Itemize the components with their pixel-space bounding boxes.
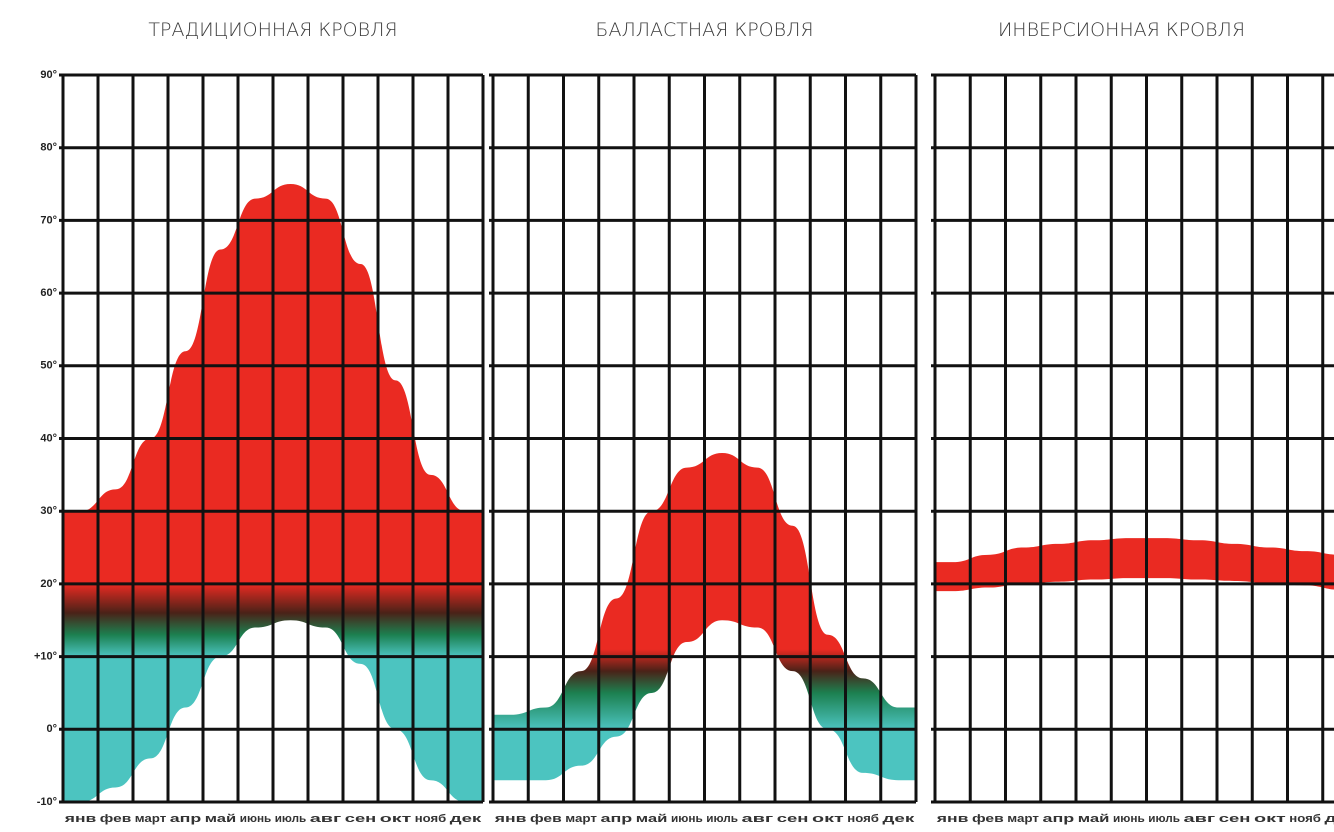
y-tick-label: 0° <box>46 723 57 735</box>
x-tick-label: апр <box>601 813 633 825</box>
x-tick-label: янв <box>495 813 527 825</box>
x-tick-label: окт <box>1254 813 1287 825</box>
x-tick-label: фев <box>100 813 132 825</box>
y-tick-label: 60° <box>40 287 57 299</box>
y-tick-label: 90° <box>40 69 57 81</box>
x-tick-label: июнь <box>1113 813 1145 825</box>
x-tick-label: дек <box>450 813 482 825</box>
x-tick-label: янв <box>65 813 97 825</box>
x-tick-label: май <box>1078 813 1110 825</box>
x-tick-label: июль <box>275 813 307 825</box>
x-tick-label: июль <box>706 813 738 825</box>
y-tick-label: 20° <box>40 578 57 590</box>
y-tick-label: 50° <box>40 360 57 372</box>
x-tick-label: март <box>135 813 167 825</box>
y-tick-label: 70° <box>40 214 57 226</box>
panel-title: ТРАДИЦИОННАЯ КРОВЛЯ <box>148 19 397 41</box>
y-tick-label: 40° <box>40 432 57 444</box>
x-tick-label: фев <box>972 813 1004 825</box>
x-tick-label: июль <box>1148 813 1180 825</box>
x-tick-label: март <box>1007 813 1039 825</box>
x-tick-label: май <box>205 813 237 825</box>
x-tick-label: дек <box>883 813 916 825</box>
x-tick-label: дек <box>1325 813 1334 825</box>
x-tick-label: нояб <box>1289 813 1321 825</box>
x-tick-label: июнь <box>240 813 272 825</box>
x-tick-label: март <box>565 813 597 825</box>
x-tick-label: авг <box>742 813 774 825</box>
y-tick-label: +10° <box>34 651 57 663</box>
x-tick-label: сен <box>777 813 809 825</box>
x-tick-label: авг <box>310 813 342 825</box>
y-tick-label: 30° <box>40 505 57 517</box>
x-tick-label: нояб <box>415 813 447 825</box>
panel-title: БАЛЛАСТНАЯ КРОВЛЯ <box>595 19 813 41</box>
x-tick-label: сен <box>345 813 377 825</box>
x-tick-label: окт <box>812 813 845 825</box>
y-tick-label: -10° <box>37 796 57 808</box>
range-band <box>935 538 1334 592</box>
x-tick-label: апр <box>1043 813 1075 825</box>
x-tick-label: июнь <box>671 813 703 825</box>
x-tick-label: янв <box>937 813 969 825</box>
y-tick-label: 80° <box>40 142 57 154</box>
x-tick-label: апр <box>170 813 202 825</box>
x-tick-label: фев <box>530 813 562 825</box>
x-tick-label: авг <box>1184 813 1216 825</box>
x-tick-label: окт <box>380 813 413 825</box>
x-tick-label: май <box>636 813 668 825</box>
panel-title: ИНВЕРСИОННАЯ КРОВЛЯ <box>998 19 1245 41</box>
x-tick-label: сен <box>1219 813 1251 825</box>
x-tick-label: нояб <box>847 813 879 825</box>
